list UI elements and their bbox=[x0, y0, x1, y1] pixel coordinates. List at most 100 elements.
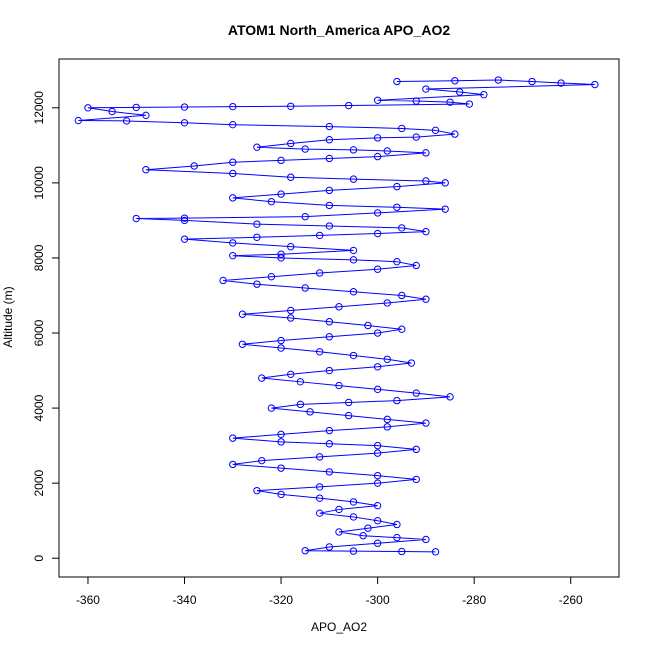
data-point bbox=[325, 136, 334, 144]
data-point bbox=[465, 100, 474, 108]
data-point bbox=[451, 130, 459, 138]
data-point bbox=[238, 310, 247, 318]
data-point bbox=[258, 456, 266, 465]
data-point bbox=[412, 475, 420, 484]
data-point bbox=[219, 276, 227, 285]
data-point bbox=[446, 98, 454, 106]
data-point bbox=[287, 370, 295, 379]
data-point bbox=[349, 498, 358, 506]
data-point bbox=[373, 152, 382, 161]
data-point bbox=[422, 177, 430, 185]
x-tick-label: -320 bbox=[269, 593, 293, 607]
data-point bbox=[383, 299, 391, 307]
data-point bbox=[494, 76, 503, 84]
data-point bbox=[267, 404, 276, 412]
data-point bbox=[277, 344, 285, 352]
data-point bbox=[325, 222, 334, 230]
data-point bbox=[373, 209, 382, 217]
data-point bbox=[349, 246, 358, 255]
data-point bbox=[315, 509, 324, 517]
data-point bbox=[229, 120, 237, 129]
y-tick-label: 8000 bbox=[32, 244, 46, 271]
data-point bbox=[229, 460, 237, 469]
data-point bbox=[238, 340, 247, 348]
x-tick-label: -300 bbox=[366, 593, 390, 607]
data-point bbox=[349, 547, 358, 555]
data-point bbox=[398, 325, 406, 333]
data-point bbox=[422, 85, 430, 93]
data-point bbox=[393, 533, 401, 542]
data-point bbox=[441, 179, 449, 187]
data-point bbox=[267, 197, 276, 206]
data-point bbox=[373, 265, 382, 273]
x-tick-label: -360 bbox=[76, 593, 100, 607]
data-point bbox=[383, 423, 391, 431]
data-point bbox=[393, 257, 401, 266]
series-layer bbox=[74, 76, 599, 556]
data-point bbox=[277, 438, 285, 446]
data-point bbox=[277, 250, 285, 258]
data-point bbox=[383, 355, 391, 363]
y-tick-label: 10000 bbox=[32, 166, 46, 200]
data-point bbox=[349, 288, 358, 296]
y-tick-label: 0 bbox=[32, 555, 46, 562]
data-point bbox=[373, 516, 382, 525]
data-point bbox=[373, 479, 382, 487]
data-point bbox=[301, 145, 309, 153]
data-point bbox=[287, 306, 295, 315]
y-tick-label: 6000 bbox=[32, 319, 46, 346]
x-tick-label: -280 bbox=[462, 593, 486, 607]
data-point bbox=[383, 147, 391, 155]
data-point bbox=[229, 251, 237, 260]
data-point bbox=[253, 220, 261, 228]
data-point bbox=[277, 464, 285, 472]
data-point bbox=[422, 295, 430, 303]
data-point bbox=[325, 333, 334, 341]
x-axis: -360 -340 -320 -300 -280 -260 bbox=[76, 576, 583, 607]
data-point bbox=[349, 175, 358, 183]
data-point bbox=[122, 117, 131, 125]
data-point bbox=[229, 434, 237, 442]
data-point bbox=[277, 490, 285, 499]
data-point bbox=[253, 233, 261, 241]
data-point bbox=[398, 547, 406, 556]
data-point bbox=[277, 190, 285, 198]
data-point bbox=[441, 205, 449, 213]
data-point bbox=[325, 122, 334, 131]
y-tick-label: 4000 bbox=[32, 394, 46, 421]
data-point bbox=[296, 400, 305, 409]
data-point bbox=[315, 453, 324, 461]
data-point bbox=[229, 194, 237, 202]
data-point bbox=[180, 235, 189, 243]
data-point bbox=[277, 156, 285, 165]
y-axis-label: Altitude (m) bbox=[1, 286, 15, 347]
data-point bbox=[349, 256, 358, 264]
data-point bbox=[335, 505, 343, 514]
data-point bbox=[335, 528, 343, 536]
data-point bbox=[335, 381, 343, 390]
data-point bbox=[315, 494, 324, 502]
data-point bbox=[325, 440, 334, 448]
data-point bbox=[301, 284, 309, 292]
data-point bbox=[373, 441, 382, 450]
data-point bbox=[373, 471, 382, 480]
x-tick-label: -260 bbox=[559, 593, 583, 607]
data-point bbox=[132, 214, 140, 223]
data-point bbox=[229, 158, 237, 166]
data-point bbox=[325, 366, 334, 375]
data-point bbox=[132, 103, 140, 112]
data-point bbox=[528, 77, 536, 86]
data-point bbox=[407, 359, 416, 367]
series-line bbox=[78, 79, 595, 553]
data-point bbox=[325, 468, 334, 476]
data-point bbox=[422, 149, 430, 157]
data-point bbox=[287, 102, 295, 110]
data-point bbox=[393, 182, 401, 191]
data-point bbox=[287, 139, 295, 148]
data-point bbox=[393, 77, 401, 86]
data-point bbox=[315, 231, 324, 240]
data-point bbox=[373, 385, 382, 394]
data-point bbox=[344, 411, 353, 420]
